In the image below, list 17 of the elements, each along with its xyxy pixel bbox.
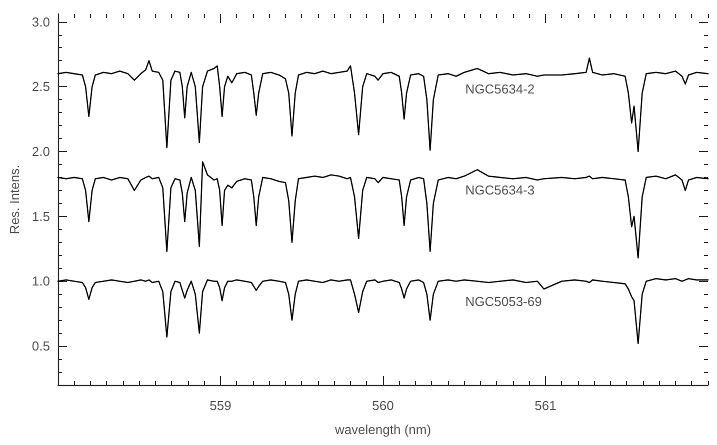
y-tick-label: 3.0 <box>32 14 50 30</box>
line-series <box>57 161 709 259</box>
series-label: NGC5634-3 <box>465 182 535 198</box>
x-tick-label: 561 <box>534 398 556 413</box>
x-tick-label: 559 <box>210 398 232 413</box>
line-series <box>57 278 709 344</box>
line-series <box>57 57 709 152</box>
x-axis-title: wavelength (nm) <box>334 422 432 437</box>
y-tick-label: 1.5 <box>32 208 50 224</box>
y-tick-label: 2.5 <box>32 79 50 94</box>
series-label: NGC5053-69 <box>465 294 542 310</box>
y-tick-label: 1.0 <box>32 274 50 289</box>
x-tick-label: 560 <box>372 398 394 413</box>
y-axis-title: Res. Intens. <box>7 164 22 234</box>
series-label: NGC5634-2 <box>465 81 535 96</box>
y-tick-label: 0.5 <box>32 338 50 354</box>
y-tick-label: 2.0 <box>32 144 50 160</box>
